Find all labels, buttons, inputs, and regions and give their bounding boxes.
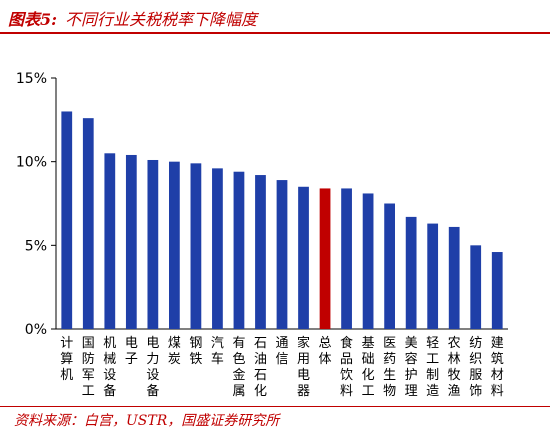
x-tick-label: 汽车 [211, 336, 224, 367]
bar [405, 216, 417, 329]
bar [190, 163, 202, 329]
x-tick-label: 纺织服饰 [469, 336, 482, 399]
x-tick-label: 计算机 [60, 336, 73, 383]
bar [104, 153, 116, 329]
bar [341, 188, 352, 329]
figure-label: 图表5: [8, 10, 58, 29]
top-rule [0, 32, 550, 34]
x-tick-label: 石油石化 [254, 336, 267, 399]
y-tick-label: 10% [16, 155, 47, 171]
bar [212, 168, 223, 329]
x-tick-label: 农林牧渔 [448, 336, 461, 399]
bar [427, 223, 439, 329]
x-tick-label: 家用电器 [297, 335, 310, 399]
figure-title: 图表5: 不同行业关税税率下降幅度 [8, 6, 542, 30]
bar [169, 161, 180, 329]
bar [233, 171, 245, 329]
bar [298, 186, 309, 329]
figure-title-text: 不同行业关税税率下降幅度 [65, 10, 258, 29]
bar [491, 252, 503, 329]
bottom-rule [0, 406, 550, 407]
x-tick-label: 钢铁 [189, 336, 202, 367]
x-tick-label: 基础化工 [362, 336, 375, 399]
x-axis-labels: 计算机国防军工机械设备电子电力设备煤炭钢铁汽车有色金属石油石化通信家用电器总体食… [60, 335, 503, 399]
y-tick-label: 15% [16, 71, 47, 87]
bar [82, 118, 94, 329]
x-tick-label: 食品饮料 [340, 335, 353, 399]
x-tick-label: 机械设备 [103, 336, 116, 399]
x-tick-label: 电力设备 [146, 336, 159, 399]
bar-overall [319, 188, 331, 329]
x-tick-label: 电子 [125, 336, 138, 367]
bar [61, 111, 73, 329]
x-tick-label: 煤炭 [168, 336, 181, 367]
bar [125, 154, 137, 329]
x-tick-label: 国防军工 [82, 336, 95, 399]
bar-chart: 0% 5% 10% 15% 计算机国防军工机械设备电子电力设备煤炭钢铁汽车有色金属石油… [16, 71, 508, 399]
x-tick-label: 医药生物 [383, 336, 396, 399]
bar [255, 175, 266, 329]
x-tick-label: 轻工制造 [426, 336, 439, 399]
bar [276, 180, 288, 329]
x-tick-label: 通信 [275, 336, 288, 367]
x-tick-label: 建筑材料 [491, 336, 504, 399]
bar [362, 193, 374, 329]
bar [147, 159, 159, 329]
x-tick-label: 美容护理 [405, 336, 418, 399]
x-tick-label: 总体 [319, 336, 332, 367]
bar [448, 226, 460, 329]
source-note: 资料来源：白宫，USTR，国盛证券研究所 [14, 413, 280, 429]
x-tick-label: 有色金属 [232, 336, 245, 399]
bar [470, 245, 482, 329]
bar [384, 203, 395, 329]
y-tick-label: 5% [25, 238, 47, 254]
bars [61, 111, 503, 329]
y-tick-label: 0% [25, 322, 47, 338]
